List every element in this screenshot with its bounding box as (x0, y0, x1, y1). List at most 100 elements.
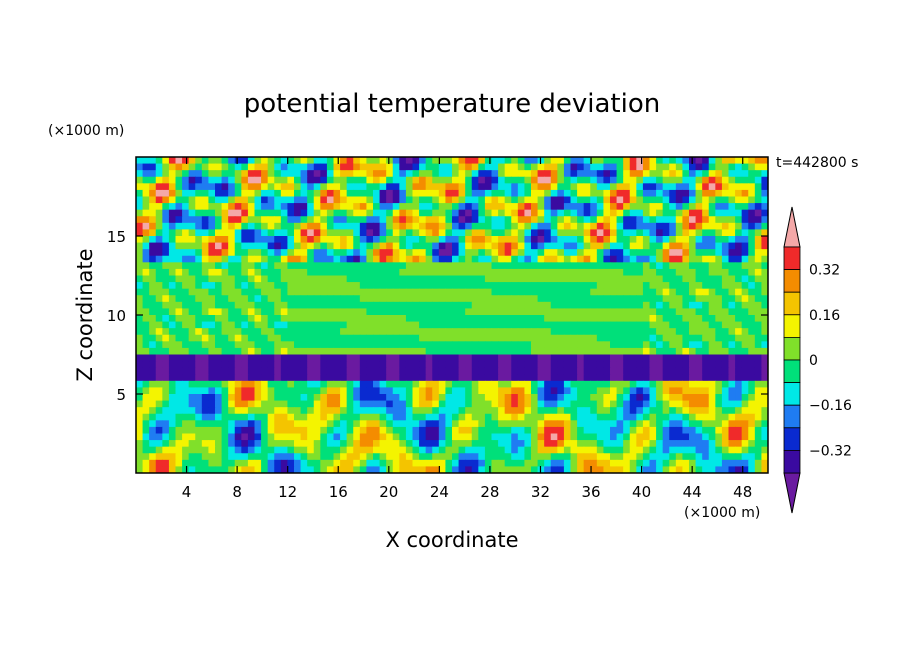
field-cell (320, 308, 328, 316)
field-cell (741, 229, 749, 237)
field-cell (228, 209, 236, 217)
field-cell (596, 328, 605, 336)
field-cell (570, 275, 578, 283)
field-cell (280, 387, 289, 395)
field-cell (353, 262, 361, 270)
field-cell (287, 466, 295, 473)
field-cell (577, 341, 585, 349)
field-cell (228, 453, 236, 461)
field-cell (274, 249, 282, 257)
field-cell (307, 354, 315, 362)
field-cell (649, 275, 657, 283)
field-cell (748, 440, 756, 448)
field-cell (695, 236, 703, 244)
field-cell (142, 341, 150, 349)
field-cell (531, 229, 539, 237)
field-cell (682, 255, 690, 263)
field-cell (201, 236, 210, 244)
field-cell (741, 249, 749, 257)
field-cell (563, 236, 572, 244)
colorbar: 0.320.160−0.16−0.32 (783, 206, 852, 514)
field-cell (465, 189, 473, 198)
field-cell (142, 216, 150, 224)
field-cell (175, 242, 183, 250)
field-cell (201, 163, 210, 171)
field-cell (261, 183, 269, 191)
field-cell (366, 426, 374, 435)
field-cell (471, 288, 479, 296)
field-cell (531, 183, 539, 191)
field-cell (366, 400, 374, 408)
field-cell (201, 170, 210, 178)
field-cell (498, 387, 506, 395)
field-cell (636, 176, 644, 184)
field-cell (438, 334, 447, 342)
field-cell (326, 361, 335, 369)
field-cell (458, 255, 466, 263)
field-cell (629, 196, 637, 204)
field-cell (399, 282, 407, 290)
field-cell (313, 387, 321, 395)
field-cell (452, 203, 460, 211)
field-cell (274, 157, 282, 165)
field-cell (136, 236, 144, 244)
field-cell (524, 341, 532, 349)
field-cell (761, 380, 768, 389)
field-cell (603, 341, 611, 349)
field-cell (590, 236, 598, 244)
field-cell (353, 466, 361, 473)
field-cell (313, 282, 321, 290)
field-cell (379, 183, 387, 191)
field-cell (596, 453, 605, 461)
field-cell (195, 229, 203, 237)
field-cell (432, 453, 440, 461)
field-cell (215, 255, 223, 263)
field-cell (175, 400, 183, 408)
field-cell (221, 341, 229, 349)
field-cell (458, 367, 466, 375)
field-cell (208, 453, 216, 461)
field-cell (254, 341, 262, 349)
field-cell (142, 301, 150, 310)
colorbar-tick-label: 0.32 (809, 263, 840, 279)
field-cell (695, 189, 703, 198)
field-cell (201, 380, 210, 389)
field-cell (695, 170, 703, 178)
field-cell (149, 387, 157, 395)
field-cell (504, 446, 512, 454)
field-cell (623, 466, 631, 473)
field-cell (583, 262, 591, 270)
field-cell (287, 446, 295, 454)
field-cell (438, 328, 447, 336)
field-cell (247, 446, 256, 454)
field-cell (544, 216, 552, 224)
field-cell (188, 400, 196, 408)
field-cell (583, 413, 591, 421)
field-cell (754, 268, 763, 277)
field-cell (445, 209, 453, 217)
field-cell (754, 413, 763, 421)
field-cell (195, 315, 203, 323)
field-cell (175, 275, 183, 283)
field-cell (662, 440, 670, 448)
field-cell (557, 301, 565, 310)
field-cell (748, 301, 756, 310)
field-cell (616, 380, 624, 389)
field-cell (708, 440, 716, 448)
field-cell (452, 440, 460, 448)
field-cell (452, 170, 460, 178)
field-cell (149, 440, 157, 448)
field-cell (596, 163, 605, 171)
field-cell (662, 295, 670, 303)
field-cell (570, 249, 578, 257)
field-cell (682, 334, 690, 342)
field-cell (478, 354, 486, 362)
field-cell (550, 347, 558, 356)
field-cell (373, 321, 381, 329)
field-cell (563, 407, 572, 415)
field-cell (346, 216, 354, 224)
field-cell (656, 275, 664, 283)
field-cell (412, 176, 420, 184)
field-cell (498, 466, 506, 473)
